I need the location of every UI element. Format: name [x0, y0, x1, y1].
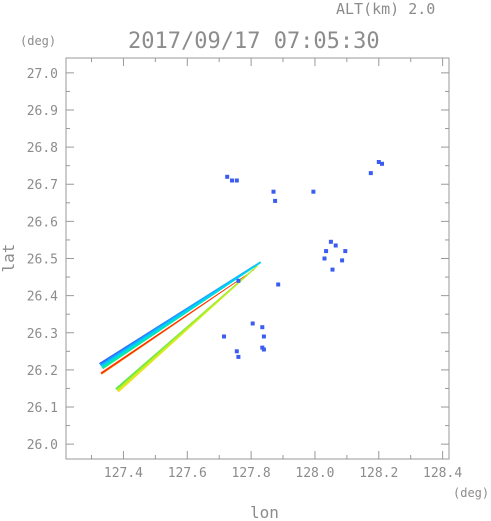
echo-cell: [273, 198, 278, 203]
y-tick-label: 26.5: [27, 253, 58, 268]
echo-cell: [311, 189, 316, 194]
echo-cell: [380, 161, 384, 166]
echo-cell: [250, 321, 255, 326]
echo-layer: [99, 160, 384, 393]
y-tick-label: 26.1: [27, 401, 58, 416]
echo-cell: [368, 171, 373, 176]
echo-cell: [330, 267, 335, 272]
echo-cell: [234, 178, 239, 183]
echo-streak: [115, 265, 258, 393]
echo-streak: [99, 261, 262, 370]
y-tick-label: 26.6: [27, 215, 58, 230]
x-axis-ticks: 127.4 127.6 127.8 128.0 128.2 128.4: [91, 58, 462, 481]
x-tick-label: 128.4: [423, 466, 462, 481]
echo-cell: [222, 334, 226, 339]
echo-cell: [260, 345, 265, 350]
echo-cell: [230, 178, 234, 183]
y-tick-label: 26.0: [27, 438, 58, 453]
echo-cell: [260, 325, 265, 330]
x-tick-label: 127.8: [232, 466, 271, 481]
y-axis-ticks: 26.0 26.1 26.2 26.3 26.4 26.5 26.6 26.7 26.8 26.9…: [27, 67, 449, 453]
x-tick-label: 127.6: [168, 466, 207, 481]
y-tick-label: 26.7: [27, 178, 58, 193]
echo-cell: [261, 334, 266, 339]
altitude-subtitle: ALT(km) 2.0: [336, 0, 435, 18]
y-tick-label: 26.8: [27, 141, 58, 156]
plot-frame: [65, 57, 450, 460]
echo-cell: [324, 249, 329, 254]
x-axis-label: lon: [250, 503, 279, 521]
y-axis-label: lat: [0, 244, 18, 273]
y-tick-label: 26.9: [27, 104, 58, 119]
echo-cell: [271, 189, 276, 194]
x-tick-label: 128.0: [295, 466, 334, 481]
echo-cell: [236, 354, 241, 359]
chart-title: 2017/09/17 07:05:30: [128, 29, 380, 54]
x-tick-label: 127.4: [104, 466, 143, 481]
echo-cell: [322, 256, 327, 261]
y-tick-label: 26.2: [27, 364, 58, 379]
echo-cell: [376, 160, 381, 164]
echo-cell: [333, 243, 338, 248]
y-tick-label: 27.0: [27, 67, 58, 82]
echo-cell: [276, 282, 281, 287]
y-tick-label: 26.4: [27, 290, 58, 305]
echo-cell: [225, 174, 230, 179]
echo-streak: [100, 269, 255, 375]
x-tick-label: 128.2: [359, 466, 398, 481]
echo-cell: [234, 349, 239, 354]
y-unit-label: (deg): [20, 34, 56, 48]
echo-cell: [343, 249, 348, 254]
x-unit-label: (deg): [453, 486, 489, 500]
echo-cell: [236, 278, 241, 283]
y-tick-label: 26.3: [27, 327, 58, 342]
echo-cell: [340, 258, 345, 263]
echo-cell: [328, 239, 333, 244]
